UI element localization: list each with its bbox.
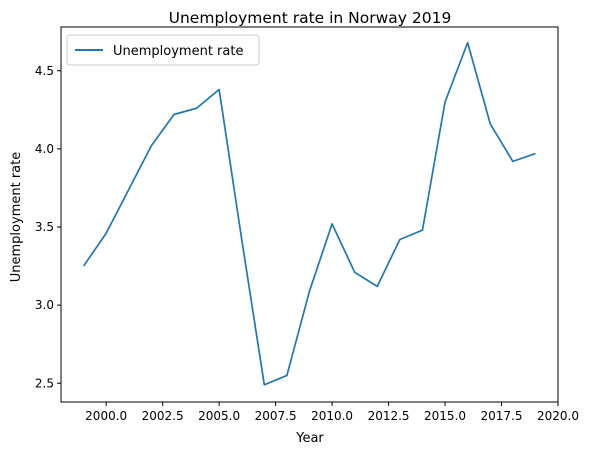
x-tick-label: 2020.0 [537, 409, 579, 423]
plot-area [61, 27, 558, 402]
x-tick-label: 2017.5 [481, 409, 523, 423]
legend: Unemployment rate [66, 34, 260, 66]
x-axis: 2000.0 2002.5 2005.0 2007.5 2010.0 2012.5 2015… [85, 402, 579, 423]
legend-label: Unemployment rate [113, 44, 243, 59]
chart-title: Unemployment rate in Norway 2019 [169, 9, 452, 27]
series-layer [82, 41, 536, 386]
legend-box [66, 34, 260, 66]
plot-frame [60, 26, 559, 403]
x-tick-label: 2010.0 [311, 409, 353, 423]
y-tick-label: 4.0 [35, 142, 54, 156]
y-tick-label: 3.5 [35, 220, 54, 234]
x-tick-label: 2012.5 [368, 409, 410, 423]
y-tick-label: 4.5 [35, 64, 54, 78]
x-tick-label: 2002.5 [142, 409, 184, 423]
y-axis-label: Unemployment rate [9, 152, 24, 282]
x-axis-label: Year [295, 431, 324, 446]
x-tick-label: 2015.0 [424, 409, 466, 423]
y-tick-label: 3.0 [35, 298, 54, 312]
y-axis: 2.5 3.0 3.5 4.0 4.5 [35, 64, 61, 390]
x-tick-label: 2005.0 [198, 409, 240, 423]
x-tick-label: 2000.0 [85, 409, 127, 423]
y-tick-label: 2.5 [35, 376, 54, 390]
x-tick-label: 2007.5 [255, 409, 297, 423]
series-line [82, 41, 536, 386]
